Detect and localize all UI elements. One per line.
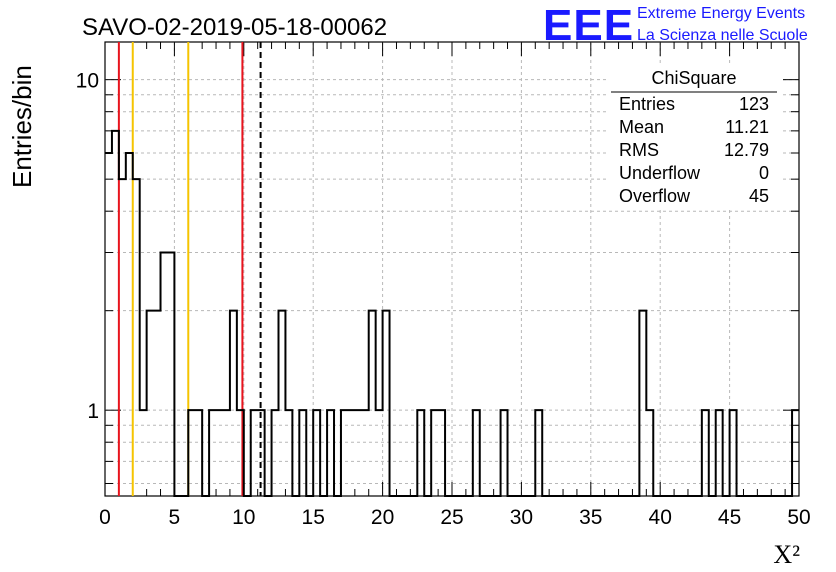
- x-tick-label: 50: [787, 506, 810, 529]
- eee-line2: La Scienza nelle Scuole: [637, 27, 808, 44]
- reference-lines: [117, 42, 262, 496]
- eee-logo: EEE: [543, 1, 634, 50]
- stats-row-value: 12.79: [724, 140, 769, 160]
- eee-line1: Extreme Energy Events: [637, 5, 805, 22]
- x-tick-label: 30: [510, 506, 533, 529]
- ticks: 0 5 10 15 20 25 30 35 40 45 50 1 10: [76, 42, 811, 529]
- x-tick-label: 15: [302, 506, 325, 529]
- x-tick-label: 0: [99, 506, 111, 529]
- stats-box: ChiSquare Entries 123 Mean 11.21 RMS 12.79 Und…: [608, 66, 780, 210]
- stats-rows: Entries 123 Mean 11.21 RMS 12.79 Underflow 0 Ove…: [619, 94, 769, 206]
- y-axis-title: Entries/bin: [7, 65, 37, 188]
- x-tick-label: 5: [169, 506, 181, 529]
- stats-row-label: Underflow: [619, 163, 701, 183]
- x-tick-label: 25: [440, 506, 463, 529]
- x-tick-label: 45: [718, 506, 741, 529]
- x-tick-label: 35: [579, 506, 602, 529]
- stats-row-value: 11.21: [725, 117, 769, 137]
- stats-row-label: Mean: [619, 117, 664, 137]
- stats-row-label: RMS: [619, 140, 659, 160]
- x-tick-label: 20: [371, 506, 394, 529]
- stats-row-label: Entries: [619, 94, 675, 114]
- stats-row-value: 45: [749, 186, 769, 206]
- x-axis-title: X²: [773, 540, 800, 569]
- stats-title: ChiSquare: [651, 68, 736, 88]
- x-tick-label: 10: [232, 506, 255, 529]
- histogram-line: [105, 129, 799, 497]
- x-tick-label: 40: [649, 506, 672, 529]
- stats-row-value: 0: [759, 163, 769, 183]
- y-tick-label: 1: [87, 400, 99, 423]
- eee-branding: EEE Extreme Energy Events La Scienza nel…: [543, 1, 808, 50]
- y-tick-label: 10: [76, 70, 99, 93]
- stats-row-value: 123: [739, 94, 769, 114]
- stats-row-label: Overflow: [619, 186, 691, 206]
- chart-title: SAVO-02-2019-05-18-00062: [82, 14, 387, 41]
